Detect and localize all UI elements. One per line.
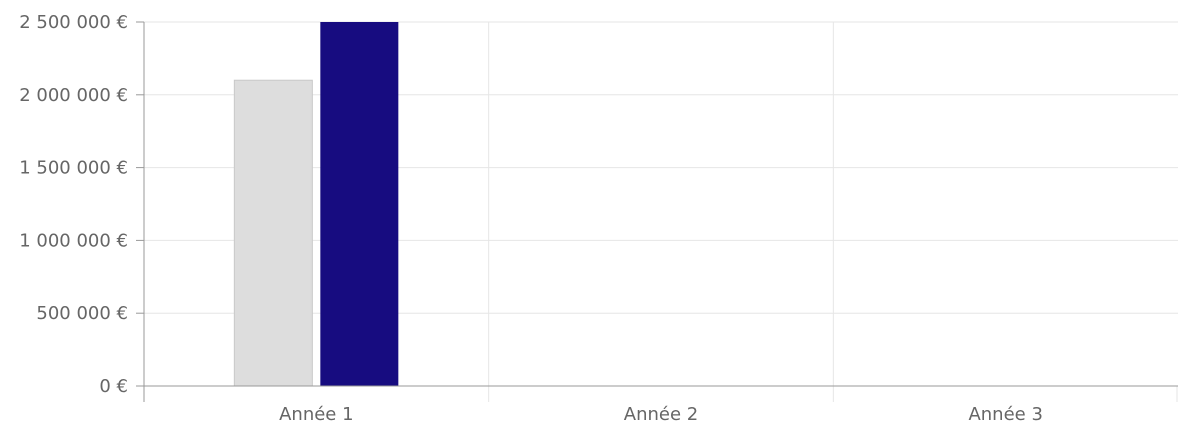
axes	[136, 21, 1178, 402]
x-tick-label: Année 3	[968, 404, 1042, 423]
y-axis-tick-labels: 0 € 500 000 € 1 000 000 € 1 500 000 € 2 000 …	[19, 12, 128, 397]
y-tick-label: 1 500 000 €	[19, 158, 128, 179]
bar-1-1[interactable]	[233, 79, 313, 387]
y-tick-label: 2 000 000 €	[19, 85, 128, 106]
y-tick-label: 1 000 000 €	[19, 230, 128, 251]
bars	[233, 22, 399, 387]
bar-2-1[interactable]	[320, 22, 399, 386]
y-tick-label: 500 000 €	[36, 303, 128, 324]
y-tick-label: 2 500 000 €	[19, 12, 128, 33]
x-tick-label: Année 1	[279, 404, 353, 423]
grid-lines	[144, 21, 1178, 386]
x-axis-tick-labels: Année 1 Année 2 Année 3	[279, 404, 1043, 423]
x-tick-label: Année 2	[624, 404, 698, 423]
y-tick-label: 0 €	[99, 376, 128, 397]
